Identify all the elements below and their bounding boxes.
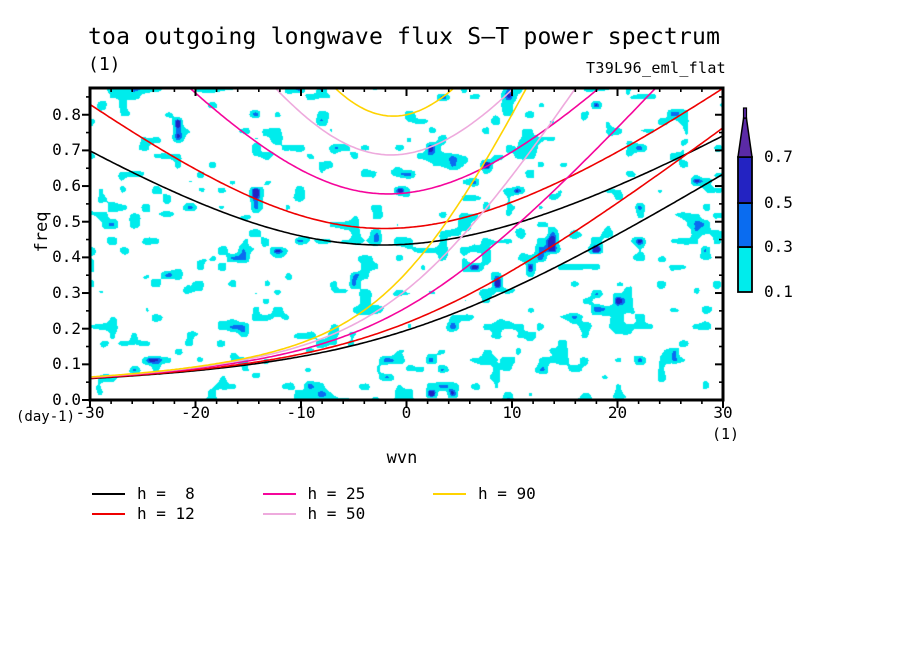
legend-line-sample (92, 493, 125, 495)
colorbar (737, 107, 753, 293)
y-axis-units-label: (day-1) (16, 409, 76, 425)
legend-label: h = 25 (307, 484, 366, 503)
dispersion-curve-ig-h12 (90, 88, 723, 230)
x-tick-label: -20 (181, 403, 210, 422)
chart-subtitle: (1) (88, 54, 121, 75)
colorbar-segment (737, 202, 753, 248)
legend-line-sample (262, 493, 296, 495)
dispersion-curve-mrg-h25 (90, 88, 657, 379)
x-axis-units-label: (1) (712, 425, 740, 443)
dispersion-curve-mrg-h90 (90, 88, 528, 378)
dispersion-curve-ig-h25 (188, 88, 601, 195)
y-tick-label: 0.2 (52, 318, 81, 338)
dispersion-curve-ig-h90 (333, 88, 456, 117)
colorbar-tick-label: 0.1 (764, 282, 793, 301)
dispersion-curve-mrg-h12 (90, 127, 723, 379)
legend-label: h = 12 (137, 504, 195, 523)
x-tick-label: 20 (607, 403, 628, 422)
y-tick-label: 0.7 (52, 140, 81, 160)
colorbar-arrow-tip (742, 107, 748, 119)
axes (82, 86, 725, 408)
y-tick-label: 0.6 (52, 176, 81, 196)
colorbar-tick-label: 0.5 (764, 193, 793, 212)
y-tick-label: 0.5 (52, 211, 81, 231)
x-tick-label: 0 (401, 403, 412, 422)
y-tick-label: 0.4 (52, 247, 81, 267)
legend-label: h = 90 (478, 484, 536, 503)
x-tick-label: 10 (502, 403, 522, 422)
run-label: T39L96_eml_flat (586, 59, 726, 77)
legend-line-sample (92, 513, 125, 515)
dispersion-curve-ig-h50 (274, 88, 515, 156)
x-tick-label: -10 (286, 403, 316, 422)
colorbar-arrow (737, 117, 753, 158)
colorbar-segment (737, 156, 753, 204)
y-tick-label: 0.3 (52, 283, 81, 303)
legend-line-sample (262, 513, 296, 515)
colorbar-tick-label: 0.7 (764, 147, 793, 166)
y-tick-label: 0.8 (52, 104, 81, 124)
dispersion-curve-ig-h8 (90, 135, 723, 246)
colorbar-tick-label: 0.3 (764, 237, 793, 256)
x-tick-label: 30 (713, 403, 733, 422)
colorbar-segment (737, 246, 753, 293)
x-axis-title: wvn (386, 448, 418, 468)
legend-line-sample (433, 493, 466, 495)
legend-label: h = 8 (137, 484, 195, 503)
chart-title: toa outgoing longwave flux S–T power spe… (88, 24, 721, 50)
legend-label: h = 50 (307, 504, 366, 523)
y-tick-label: 0.0 (52, 390, 81, 409)
y-tick-label: 0.1 (52, 354, 81, 374)
x-tick-label: -30 (75, 403, 105, 422)
dispersion-curves (90, 88, 723, 380)
dispersion-curve-mrg-h8 (90, 173, 723, 380)
